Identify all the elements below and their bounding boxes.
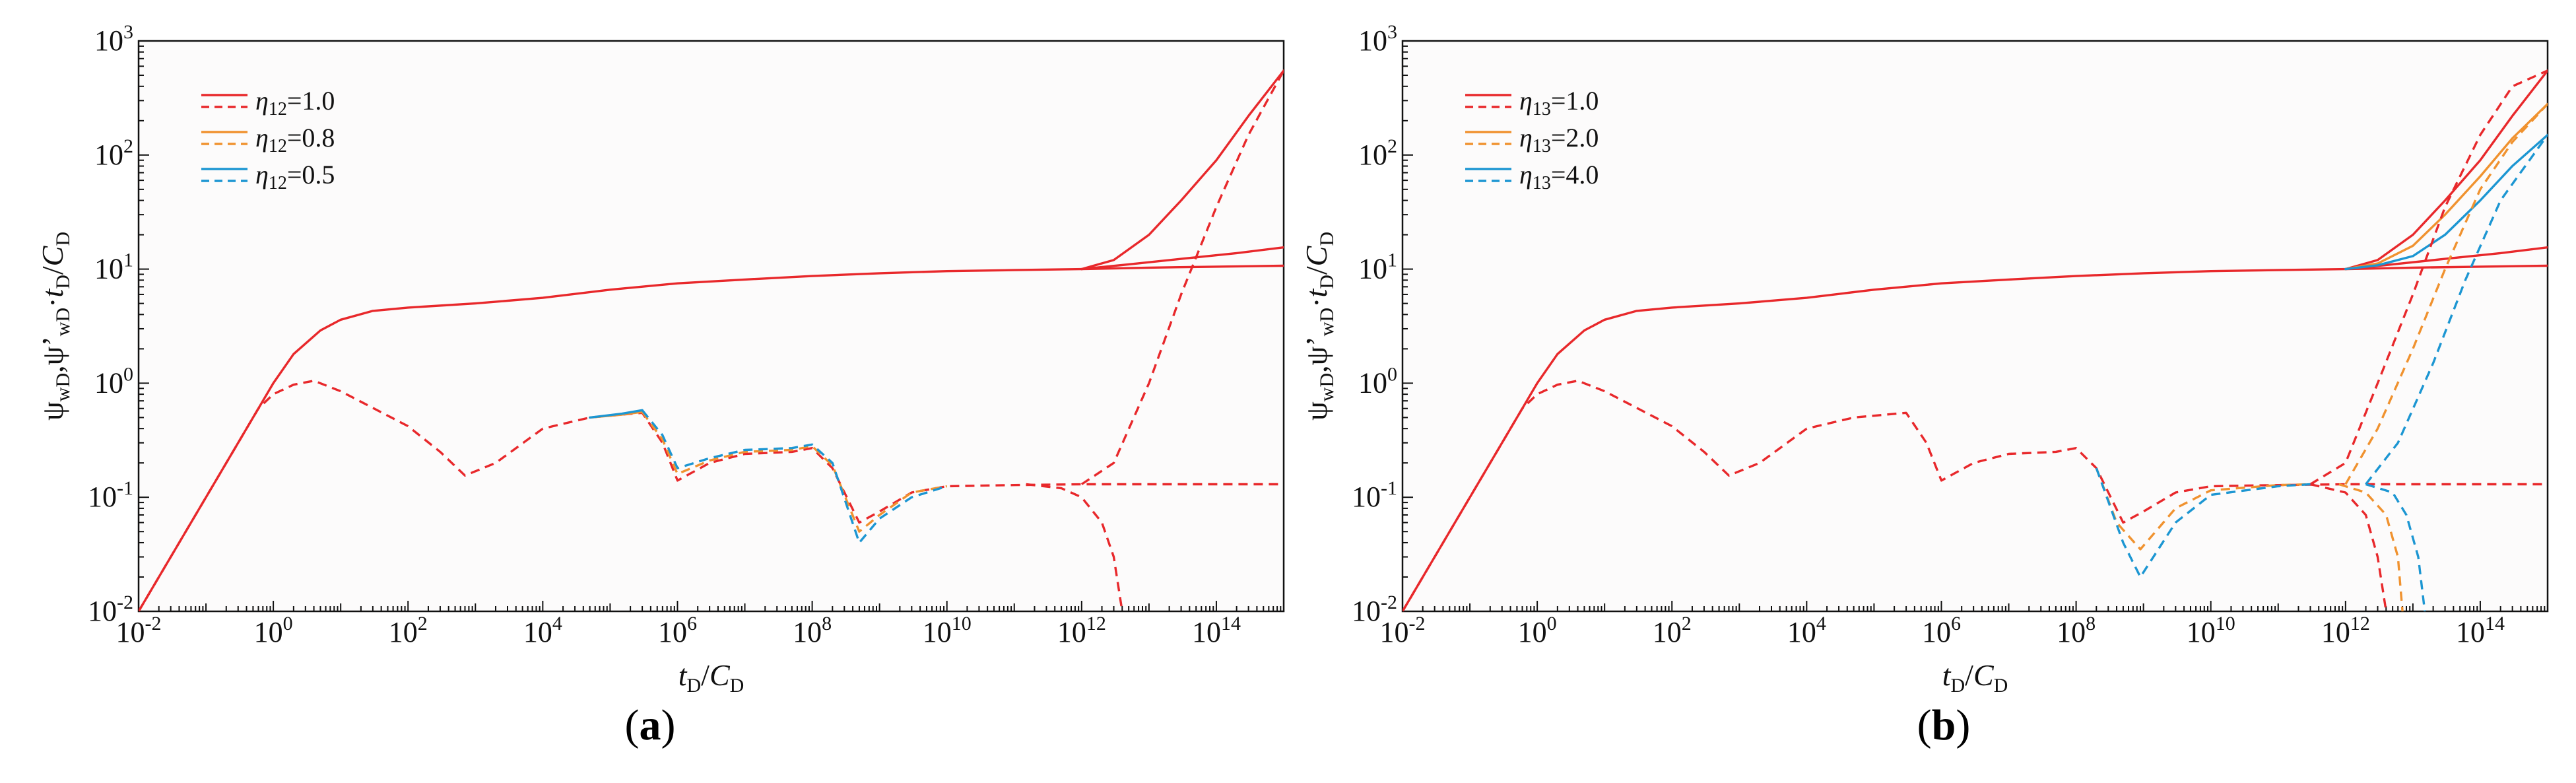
- panel-label: (a): [625, 701, 676, 749]
- series-line-dashed-10: [2338, 483, 2404, 611]
- x-tick-label: 1012: [2321, 613, 2370, 648]
- x-axis-title: tD/CD: [1942, 658, 2008, 697]
- series-group: [1403, 69, 2548, 611]
- legend-label: η12=0.8: [255, 123, 335, 156]
- x-tick-label: 100: [1518, 613, 1557, 648]
- series-line-dashed-11: [2095, 467, 2311, 578]
- x-tick-label: 10-2: [1380, 613, 1426, 648]
- x-tick-label: 102: [389, 613, 428, 648]
- x-tick-label: 104: [523, 613, 562, 648]
- x-tick-label: 1014: [1192, 613, 1241, 648]
- series-line-dashed-9: [2344, 103, 2548, 485]
- series-line-dashed-5: [1403, 380, 2548, 611]
- series-line-dashed-7: [641, 411, 947, 533]
- x-tick-label: 108: [793, 613, 832, 648]
- x-tick-label: 102: [1653, 613, 1692, 648]
- series-line-solid-1: [1080, 246, 1284, 271]
- y-tick-label: 100: [94, 363, 133, 399]
- x-tick-label: 106: [658, 613, 697, 648]
- y-axis-title: ψwD,ψ’wD·tD/CD: [1300, 232, 1338, 421]
- series-line-dashed-9: [641, 409, 948, 544]
- x-tick-label: 1010: [2187, 613, 2235, 648]
- series-line-solid-0: [1403, 264, 2548, 611]
- y-tick-label: 10-1: [88, 477, 133, 513]
- y-tick-label: 10-2: [88, 592, 133, 627]
- x-tick-label: 100: [254, 613, 293, 648]
- y-axis-title: ψwD,ψ’wD·tD/CD: [36, 232, 74, 421]
- series-line-dashed-7: [2310, 483, 2387, 611]
- y-tick-label: 10-1: [1352, 477, 1397, 513]
- legend-label: η13=2.0: [1519, 123, 1599, 156]
- x-tick-label: 104: [1787, 613, 1826, 648]
- chart-panel-a: 10-2 100 102 104 106 108 1010 1012 1014 10-2 10-1 1…: [36, 21, 1285, 749]
- legend-label: η12=0.5: [255, 160, 335, 193]
- x-axis-title: tD/CD: [678, 658, 744, 697]
- x-tick-label: 10-2: [116, 613, 162, 648]
- y-tick-label: 102: [94, 135, 133, 171]
- x-tick-label: 106: [1922, 613, 1961, 648]
- series-line-solid-8: [589, 409, 644, 419]
- series-line-dashed-6: [2309, 69, 2548, 485]
- y-tick-label: 101: [94, 250, 133, 285]
- x-tick-label: 1010: [923, 613, 972, 648]
- series-line-dashed-4: [1080, 70, 1284, 485]
- x-tick-label: 108: [2057, 613, 2096, 648]
- legend-label: η13=1.0: [1519, 86, 1599, 119]
- y-tick-label: 102: [1358, 135, 1397, 171]
- x-tick-label: 1012: [1057, 613, 1106, 648]
- legend: η12=1.0 η12=0.8 η12=0.5: [201, 86, 335, 193]
- y-tick-label: 103: [94, 21, 133, 57]
- series-line-solid-2: [2344, 69, 2548, 271]
- legend-label: η12=1.0: [255, 86, 335, 119]
- series-line-solid-4: [2344, 133, 2548, 271]
- series-line-solid-3: [2344, 102, 2548, 271]
- y-tick-label: 101: [1358, 250, 1397, 285]
- panel-label: (b): [1917, 701, 1971, 749]
- x-tick-label: 1014: [2456, 613, 2505, 648]
- y-tick-label: 100: [1358, 363, 1397, 399]
- y-tick-label: 10-2: [1352, 592, 1397, 627]
- series-line-solid-2: [1080, 69, 1284, 271]
- chart-panel-b: 10-2 100 102 104 106 108 1010 1012 1014 10-2 10-1 1…: [1300, 21, 2549, 749]
- series-group: [139, 69, 1284, 611]
- series-line-solid-0: [139, 264, 1284, 611]
- series-line-dashed-12: [2365, 134, 2548, 485]
- series-line-dashed-13: [2365, 483, 2426, 611]
- y-tick-label: 103: [1358, 21, 1397, 57]
- legend: η13=1.0 η13=2.0 η13=4.0: [1465, 86, 1599, 193]
- legend-label: η13=4.0: [1519, 160, 1599, 193]
